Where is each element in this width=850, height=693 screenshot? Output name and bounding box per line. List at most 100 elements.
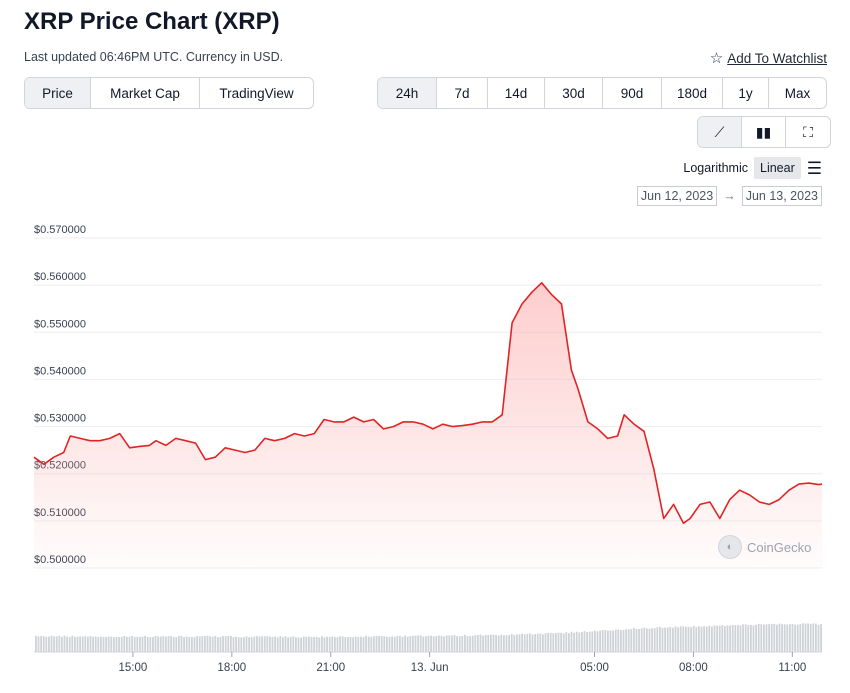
price-chart[interactable]: $0.500000$0.510000$0.520000$0.530000$0.5… bbox=[0, 210, 850, 693]
volume-bar bbox=[97, 637, 100, 652]
range-max-button[interactable]: Max bbox=[784, 85, 811, 101]
volume-bar bbox=[352, 637, 354, 652]
volume-bar bbox=[227, 635, 230, 652]
volume-bar bbox=[261, 636, 263, 652]
volume-bar bbox=[191, 636, 193, 652]
volume-bar bbox=[76, 636, 79, 652]
volume-bar bbox=[87, 636, 89, 652]
tab-market-cap[interactable]: Market Cap bbox=[91, 78, 200, 108]
volume-bar bbox=[133, 636, 136, 652]
volume-bar bbox=[809, 623, 812, 652]
volume-bar bbox=[66, 636, 68, 652]
volume-bar bbox=[256, 636, 258, 652]
volume-bar bbox=[404, 635, 406, 652]
volume-bar bbox=[604, 630, 607, 652]
volume-bar bbox=[700, 626, 703, 652]
volume-bar bbox=[763, 624, 765, 652]
volume-bar bbox=[347, 637, 349, 652]
volume-bar bbox=[614, 629, 617, 652]
volume-bar bbox=[464, 634, 466, 652]
volume-bar bbox=[253, 636, 256, 652]
watchlist-label: Add To Watchlist bbox=[727, 50, 827, 66]
volume-bar bbox=[422, 636, 425, 652]
volume-bar bbox=[287, 637, 289, 652]
range-30d-button[interactable]: 30d bbox=[545, 78, 603, 108]
volume-bar bbox=[170, 636, 172, 652]
volume-bar bbox=[443, 636, 445, 652]
volume-bar bbox=[102, 636, 105, 652]
add-to-watchlist-link[interactable]: ☆ Add To Watchlist bbox=[710, 49, 827, 67]
range-1y-button[interactable]: 1y bbox=[723, 78, 769, 108]
volume-bar bbox=[461, 635, 464, 652]
volume-bar bbox=[113, 637, 115, 652]
volume-bar bbox=[326, 636, 328, 652]
scale-logarithmic-option[interactable]: Logarithmic bbox=[683, 161, 748, 175]
volume-bar bbox=[521, 633, 523, 652]
volume-bar bbox=[529, 633, 531, 652]
arrow-right-icon: → bbox=[723, 189, 736, 203]
volume-bar bbox=[659, 626, 661, 652]
coingecko-watermark: ◐ CoinGecko bbox=[718, 535, 811, 559]
volume-bar bbox=[308, 636, 310, 652]
volume-bar bbox=[367, 636, 370, 652]
scale-linear-option[interactable]: Linear bbox=[754, 157, 801, 179]
volume-bar bbox=[131, 636, 133, 652]
volume-bar bbox=[165, 636, 167, 652]
volume-bar bbox=[154, 635, 157, 652]
volume-bar bbox=[37, 636, 40, 652]
volume-bars bbox=[35, 623, 822, 652]
volume-bar bbox=[750, 624, 752, 652]
volume-bar bbox=[555, 633, 557, 652]
volume-bar bbox=[487, 634, 490, 652]
volume-bar bbox=[536, 633, 539, 652]
volume-bar bbox=[417, 635, 419, 652]
range-24h-button[interactable]: 24h bbox=[378, 78, 437, 108]
range-180d-button[interactable]: 180d bbox=[662, 78, 723, 108]
volume-bar bbox=[682, 626, 685, 652]
volume-bar bbox=[549, 632, 552, 652]
volume-bar bbox=[570, 631, 573, 652]
coingecko-logo-icon: ◐ bbox=[718, 535, 742, 559]
volume-bar bbox=[607, 630, 609, 652]
volume-bar bbox=[542, 634, 544, 652]
volume-bar bbox=[315, 636, 318, 652]
volume-bar bbox=[388, 636, 391, 652]
volume-bar bbox=[539, 633, 542, 652]
volume-bar bbox=[703, 626, 705, 652]
date-from-input[interactable]: Jun 12, 2023 bbox=[636, 186, 718, 206]
fullscreen-icon[interactable]: ⛶ bbox=[803, 123, 813, 140]
volume-bar bbox=[789, 624, 791, 652]
volume-bar bbox=[48, 636, 50, 652]
volume-bar bbox=[734, 625, 737, 652]
volume-bar bbox=[596, 631, 599, 652]
volume-bar bbox=[679, 626, 682, 652]
volume-bar bbox=[336, 637, 339, 652]
volume-bar bbox=[770, 623, 773, 652]
range-90d-button[interactable]: 90d bbox=[603, 78, 662, 108]
x-tick-label: 18:00 bbox=[217, 662, 246, 674]
volume-bar bbox=[89, 635, 92, 652]
volume-bar bbox=[547, 632, 549, 652]
volume-bar bbox=[115, 636, 118, 652]
volume-bar bbox=[396, 635, 399, 652]
range-7d-button[interactable]: 7d bbox=[437, 78, 488, 108]
x-tick-label: 21:00 bbox=[316, 662, 345, 674]
tab-price[interactable]: Price bbox=[25, 78, 91, 108]
volume-bar bbox=[196, 636, 198, 652]
volume-bar bbox=[386, 636, 388, 652]
volume-bar bbox=[643, 627, 646, 652]
volume-bar bbox=[110, 636, 113, 652]
volume-bar bbox=[440, 635, 443, 652]
candlestick-icon[interactable]: ▮▮ bbox=[742, 117, 786, 147]
volume-bar bbox=[638, 629, 640, 652]
volume-bar bbox=[362, 637, 365, 652]
range-14d-button[interactable]: 14d bbox=[488, 78, 545, 108]
date-to-input[interactable]: Jun 13, 2023 bbox=[741, 186, 822, 206]
hamburger-menu-icon[interactable]: ☰ bbox=[806, 158, 822, 178]
line-chart-icon[interactable]: ⟋ bbox=[698, 117, 742, 147]
volume-bar bbox=[266, 636, 269, 652]
volume-bar bbox=[690, 627, 692, 652]
volume-bar bbox=[237, 637, 240, 652]
volume-bar bbox=[448, 635, 451, 652]
tab-tradingview[interactable]: TradingView bbox=[219, 85, 294, 101]
